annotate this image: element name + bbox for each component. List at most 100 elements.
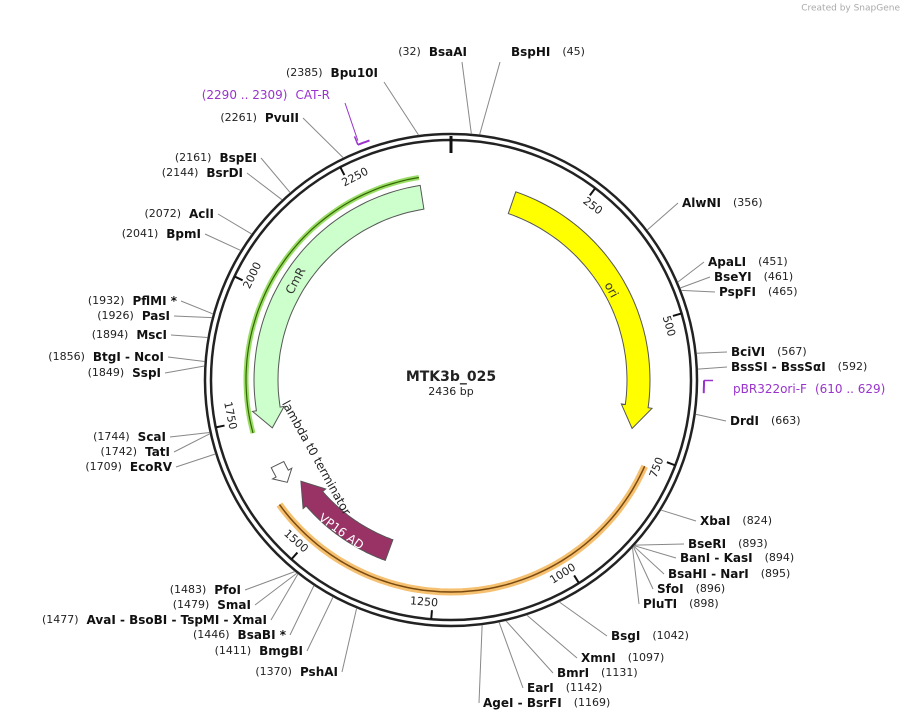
site-label: XbaI (824) (700, 514, 772, 528)
tick-mark (573, 574, 580, 584)
enzyme-name: ApaLI (708, 255, 746, 269)
backbone-outer (203, 132, 699, 628)
tick-mark (589, 187, 597, 196)
site-leader (681, 289, 716, 293)
site-leader (260, 157, 291, 193)
site-label: BseYI (461) (714, 270, 793, 284)
site-leader (677, 261, 705, 283)
site-leader (633, 545, 665, 575)
site-label: BsaHI - NarI (895) (668, 567, 790, 581)
site-position: (356) (733, 196, 763, 209)
primer-label: (2290 .. 2309) CAT-R (202, 88, 330, 102)
site-position: (1483) (170, 583, 207, 596)
site-position: (1370) (255, 665, 292, 678)
site-leader (634, 545, 677, 559)
site-position: (1856) (48, 350, 85, 363)
site-position: (1849) (88, 366, 125, 379)
site-leader (383, 81, 420, 136)
site-label: PluTI (898) (643, 597, 719, 611)
enzyme-name: BsrDI (206, 166, 243, 180)
enzyme-name: BanI - KasI (680, 551, 753, 565)
enzyme-name: EcoRV (130, 460, 173, 474)
site-label: SfoI (896) (657, 582, 725, 596)
site-position: (451) (758, 255, 788, 268)
site-position: (1446) (193, 628, 230, 641)
site-label: (2161) BspEI (175, 151, 257, 165)
tick-mark (339, 166, 346, 176)
tick-label: 2250 (340, 165, 371, 189)
site-position: (592) (838, 360, 868, 373)
site-label: BspHI (45) (511, 45, 585, 59)
site-leader (631, 547, 640, 605)
site-leader (680, 276, 711, 289)
site-leader (167, 356, 205, 363)
site-position: (2041) (122, 227, 159, 240)
site-leader (173, 315, 213, 319)
site-position: (461) (764, 270, 794, 283)
enzyme-name: BciVI (731, 345, 765, 359)
tick-mark (290, 551, 299, 560)
site-label: (1894) MscI (92, 328, 167, 342)
enzyme-name: PshAI (300, 665, 338, 679)
site-leader (559, 601, 608, 637)
enzyme-name: AclI (189, 207, 214, 221)
site-label: DrdI (663) (730, 414, 801, 428)
enzyme-name: XbaI (700, 514, 730, 528)
site-position: (1479) (173, 598, 210, 611)
site-label: XmnI (1097) (581, 651, 664, 665)
enzyme-name: Bpu10I (331, 66, 378, 80)
site-position: (465) (768, 285, 798, 298)
site-leader (646, 202, 679, 231)
site-position: (2385) (286, 66, 323, 79)
enzyme-name: PasI (142, 309, 170, 323)
site-leader (479, 61, 501, 135)
enzyme-name: BsaAI (429, 45, 467, 59)
plasmid-length: 2436 bp (428, 385, 473, 398)
site-label: AgeI - BsrFI (1169) (483, 696, 610, 710)
site-label: BseRI (893) (688, 537, 768, 551)
site-label: (1742) TatI (100, 445, 170, 459)
primer-name: CAT-R (295, 88, 330, 102)
feature-arrow (507, 191, 654, 430)
site-position: (32) (398, 45, 421, 58)
enzyme-name: PflMI * (132, 294, 177, 308)
site-position: (896) (696, 582, 726, 595)
tick-label: 2000 (240, 260, 264, 291)
site-leader (175, 453, 216, 468)
site-position: (1709) (85, 460, 122, 473)
site-leader (180, 300, 214, 315)
site-label: ApaLI (451) (708, 255, 788, 269)
enzyme-name: BtgI - NcoI (93, 350, 164, 364)
enzyme-name: BsgI (611, 629, 640, 643)
site-label: BciVI (567) (731, 345, 807, 359)
site-leader (696, 351, 728, 354)
credit: Created by SnapGene (801, 4, 900, 14)
site-position: (2072) (144, 207, 181, 220)
site-leader (164, 365, 205, 374)
site-position: (1894) (92, 328, 129, 341)
site-label: (1932) PflMI * (88, 294, 178, 308)
enzyme-name: BssSI - BssSαI (731, 360, 826, 374)
site-leader (478, 625, 483, 704)
site-label: (2144) BsrDI (162, 166, 243, 180)
enzyme-name: BspHI (511, 45, 550, 59)
enzyme-name: BsaBI * (238, 628, 287, 642)
enzyme-name: TatI (145, 445, 170, 459)
site-label: (1477) AvaI - BsoBI - TspMI - XmaI (42, 613, 267, 627)
primer-name: pBR322ori-F (733, 382, 807, 396)
tick-mark (672, 312, 682, 317)
site-position: (1131) (601, 666, 638, 679)
enzyme-name: EarI (527, 681, 554, 695)
plasmid-name: MTK3b_025 (406, 369, 496, 385)
site-leader (270, 573, 299, 621)
enzyme-name: BspEI (219, 151, 257, 165)
site-label: AlwNI (356) (682, 196, 763, 210)
tick-label: 1750 (221, 401, 239, 431)
enzyme-name: XmnI (581, 651, 616, 665)
site-position: (1142) (566, 681, 603, 694)
site-label: (1446) BsaBI * (193, 628, 287, 642)
site-leader (505, 620, 554, 674)
enzyme-name: BmrI (557, 666, 589, 680)
site-label: (1709) EcoRV (85, 460, 172, 474)
